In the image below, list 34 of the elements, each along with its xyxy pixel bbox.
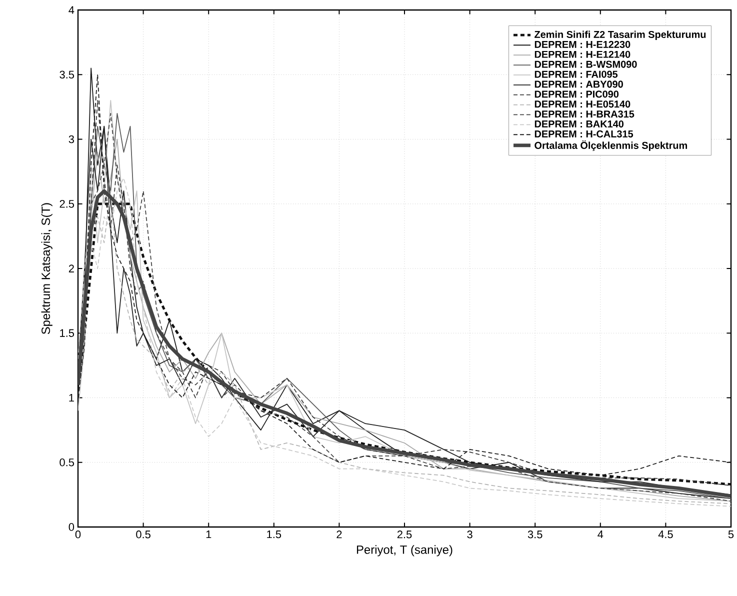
y-tick-label: 0.5 — [60, 458, 74, 466]
x-tick-label: 3.5 — [528, 530, 542, 538]
x-axis-title: Periyot, T (saniye) — [356, 545, 452, 556]
y-tick-label: 4 — [68, 6, 74, 14]
y-tick-label: 3.5 — [60, 70, 74, 79]
x-tick-label: 2.5 — [397, 530, 412, 538]
x-tick-label: 1.5 — [267, 530, 282, 538]
x-tick-label: 0.5 — [136, 530, 150, 538]
y-axis-title: Spektrum Katsayisi, S(T) — [41, 203, 52, 334]
x-tick-label: 1 — [206, 530, 212, 538]
legend-label: DEPREM : PIC090 — [534, 90, 619, 98]
legend-label: DEPREM : H-E05140 — [534, 100, 630, 108]
legend-label: DEPREM : H-E12230 — [534, 40, 630, 48]
x-tick-label: 2 — [336, 530, 342, 538]
x-tick-label: 4.5 — [658, 530, 673, 538]
y-tick-label: 3 — [68, 135, 74, 144]
y-tick-label: 1.5 — [60, 329, 74, 337]
legend-label: Zemin Sinifi Z2 Tasarim Spekturumu — [534, 30, 706, 40]
y-tick-label: 0 — [68, 523, 74, 531]
legend-label: DEPREM : ABY090 — [534, 80, 623, 88]
legend-label: DEPREM : BAK140 — [534, 120, 624, 128]
legend-label: DEPREM : H-E12140 — [534, 50, 630, 58]
legend-label: Ortalama Ölçeklenmis Spektrum — [534, 140, 688, 151]
y-tick-label: 2 — [68, 264, 74, 272]
y-tick-label: 1 — [69, 394, 74, 402]
y-tick-label: 2.5 — [60, 200, 74, 208]
x-tick-label: 5 — [728, 530, 734, 538]
x-tick-label: 4 — [598, 530, 604, 538]
legend-label: DEPREM : H-BRA315 — [534, 110, 634, 118]
x-tick-label: 3 — [467, 530, 472, 538]
legend-label: DEPREM : H-CAL315 — [534, 130, 634, 138]
x-tick-label: 0 — [75, 530, 81, 538]
legend-label: DEPREM : B-WSM090 — [534, 60, 637, 68]
legend-label: DEPREM : FAI095 — [534, 70, 618, 78]
